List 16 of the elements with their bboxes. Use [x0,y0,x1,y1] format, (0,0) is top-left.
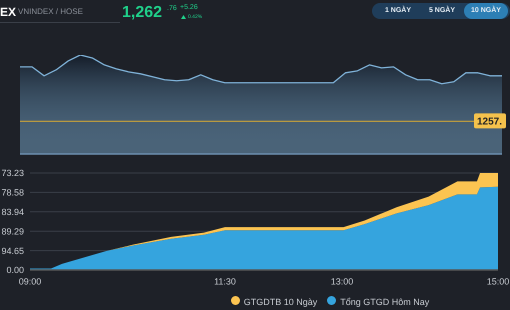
text: 0.00 [6,265,24,276]
text: 1,262 [122,4,162,22]
legend-label: Tổng GTGD Hôm Nay [340,297,430,307]
x-tick-label: 11:30 [214,276,236,286]
text: 94.65 [1,246,24,256]
text: 78.58 [1,188,24,198]
text: 73.23 [1,168,24,178]
x-tick-label: 15:00 [486,276,510,286]
x-tick-label: 13:00 [330,276,354,286]
x-tick-label: 09:00 [18,276,42,286]
text: 83.94 [1,206,24,217]
chart-subtitle: VNINDEX / HOSE [18,7,83,16]
chart-title: EX [0,5,16,19]
legend-label: GTGDTB 10 Ngày [244,297,318,307]
annotation: 1257. [477,116,502,128]
text: 89.29 [1,226,24,236]
